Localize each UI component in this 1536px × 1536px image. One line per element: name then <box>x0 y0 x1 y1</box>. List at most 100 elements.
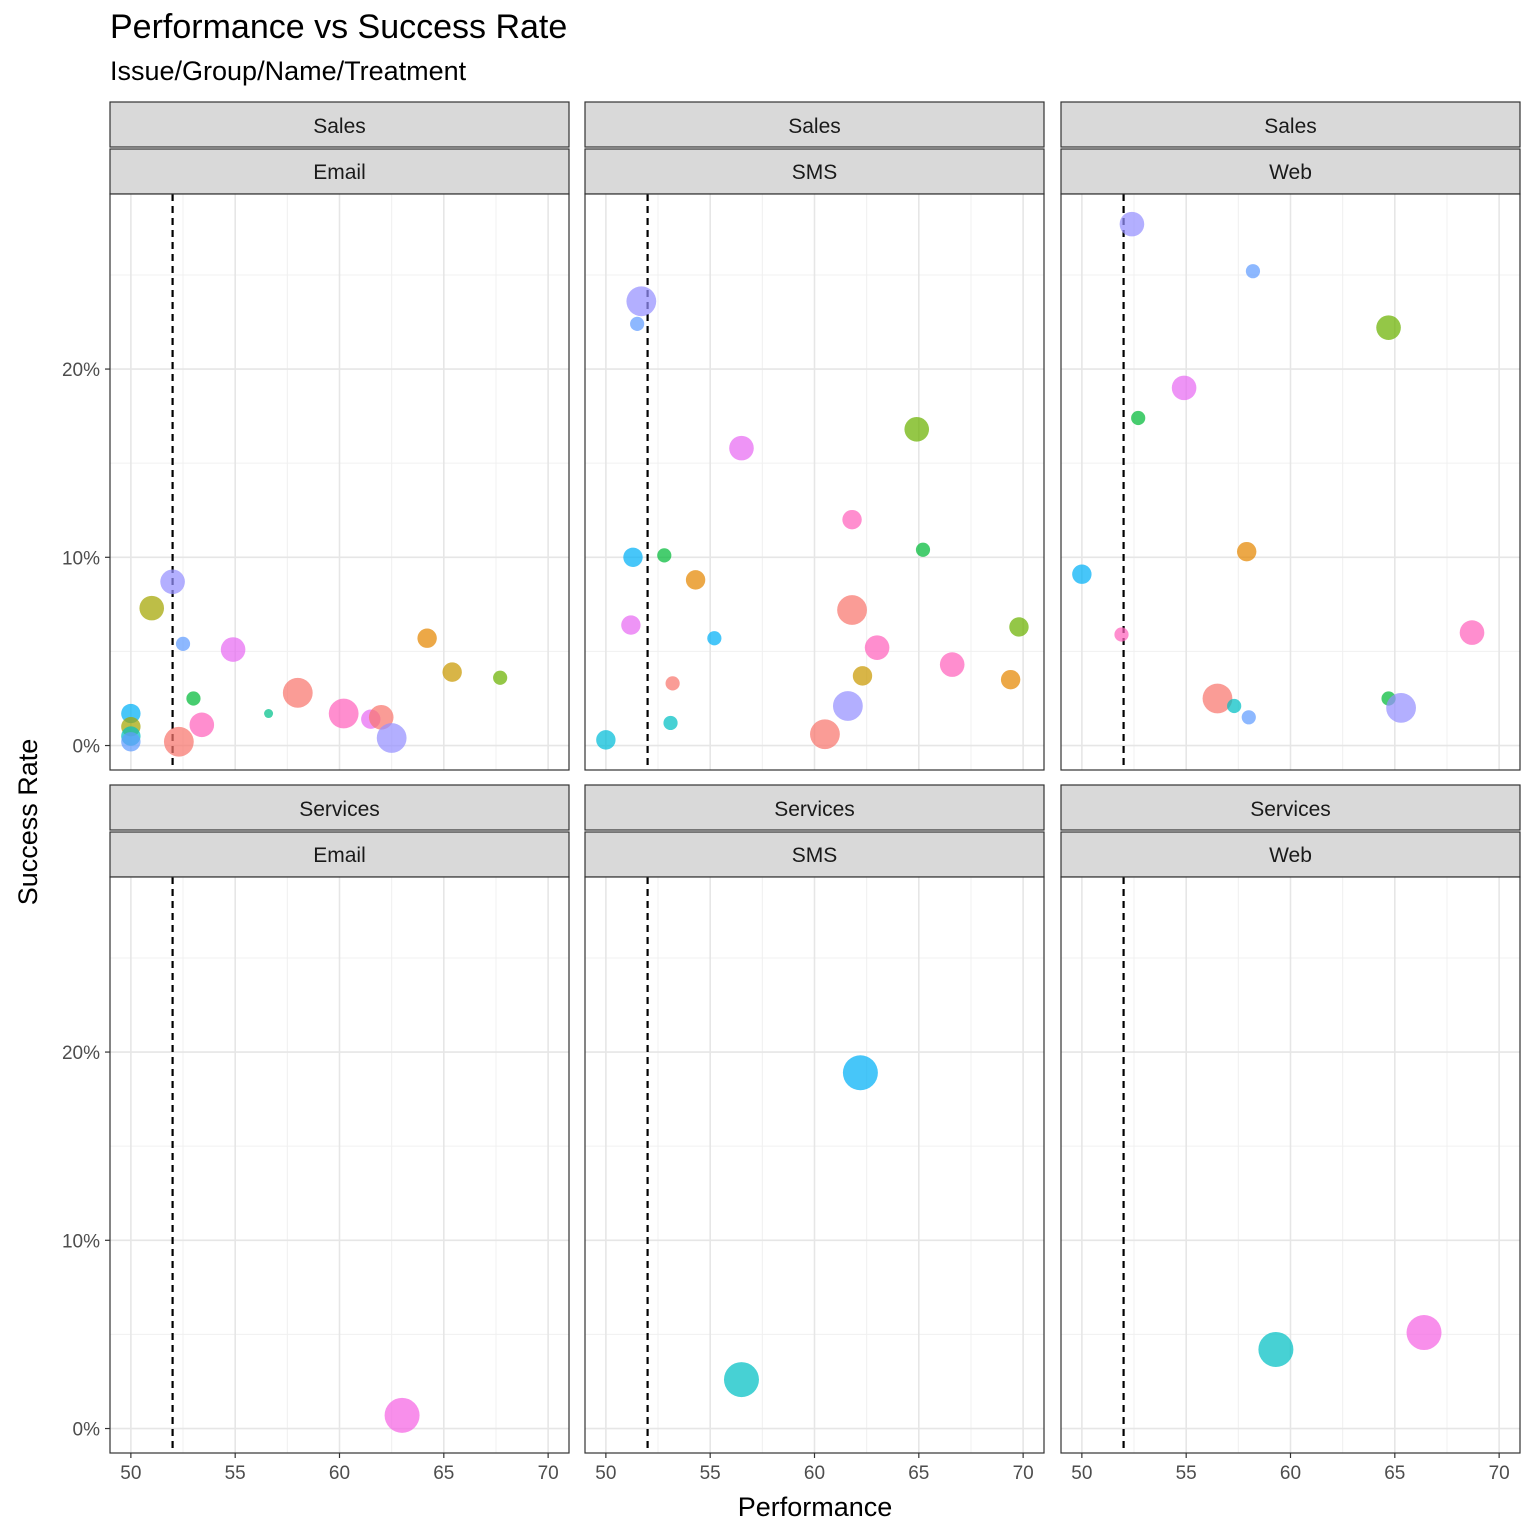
facet-strip-col-label: Web <box>1269 161 1312 184</box>
y-tick-label: 10% <box>62 1231 100 1252</box>
data-point <box>1131 410 1146 426</box>
y-tick-label: 0% <box>73 1420 101 1441</box>
facet-strip-col-label: Web <box>1269 844 1312 867</box>
facet-strip-col <box>1060 148 1521 195</box>
y-tick-label: 20% <box>62 360 100 381</box>
data-point <box>175 636 191 651</box>
data-point <box>729 435 754 461</box>
data-point <box>665 676 680 691</box>
facet-strip-col <box>584 831 1045 878</box>
data-point <box>1258 1331 1294 1367</box>
data-point <box>163 726 194 757</box>
x-tick-label: 50 <box>595 1463 616 1484</box>
x-tick-label: 55 <box>225 1463 246 1484</box>
data-point <box>1245 264 1261 279</box>
facet-strip-row-label: Services <box>299 798 380 821</box>
data-point <box>837 595 867 625</box>
data-point <box>663 715 678 731</box>
y-tick-label: 20% <box>62 1043 100 1064</box>
facet-strip-row-label: Services <box>1250 798 1331 821</box>
x-tick-label: 65 <box>908 1463 929 1484</box>
x-tick-label: 55 <box>1176 1463 1197 1484</box>
y-tick-label: 10% <box>62 548 100 569</box>
facet-strip-col-label: SMS <box>792 844 838 867</box>
data-point <box>939 652 965 677</box>
facet-strip-row <box>109 101 570 148</box>
data-point <box>810 719 840 750</box>
data-point <box>1227 698 1242 714</box>
facet-strip-row <box>584 101 1045 148</box>
data-point <box>623 547 643 567</box>
data-point <box>1119 211 1145 237</box>
data-point <box>264 709 274 719</box>
data-point <box>1386 692 1416 723</box>
facet-strip-row-label: Services <box>774 798 855 821</box>
data-point <box>626 286 657 317</box>
chart-title: Performance vs Success Rate <box>110 8 568 46</box>
data-point <box>596 730 616 750</box>
data-point <box>160 569 185 595</box>
x-tick-label: 60 <box>804 1463 825 1484</box>
facet-strip-row <box>584 784 1045 831</box>
data-point <box>1202 683 1233 714</box>
facet-strip-col <box>109 148 570 195</box>
data-point <box>189 712 215 738</box>
data-point <box>1114 627 1129 642</box>
x-tick-label: 60 <box>1280 1463 1301 1484</box>
data-point <box>1406 1315 1442 1351</box>
data-point <box>1171 375 1197 401</box>
data-point <box>1459 620 1485 645</box>
facet-strip-row-label: Sales <box>1264 115 1317 138</box>
data-point <box>220 637 246 662</box>
data-point <box>685 570 706 590</box>
x-tick-label: 50 <box>1071 1463 1092 1484</box>
data-point <box>842 1055 878 1091</box>
data-point <box>442 662 462 682</box>
y-tick-label: 0% <box>73 737 101 758</box>
data-point <box>282 677 313 708</box>
data-point <box>630 316 645 331</box>
facet-strip-row <box>1060 784 1521 831</box>
x-tick-label: 65 <box>1384 1463 1405 1484</box>
data-point <box>1072 564 1092 584</box>
facet-strip-row-label: Sales <box>788 115 841 138</box>
facet-strip-col <box>109 831 570 878</box>
data-point <box>1376 315 1401 340</box>
data-point <box>842 509 862 530</box>
x-tick-label: 70 <box>538 1463 559 1484</box>
x-tick-label: 55 <box>700 1463 721 1484</box>
data-point <box>832 691 863 721</box>
data-point <box>1236 541 1257 562</box>
data-point <box>1009 617 1029 637</box>
data-point <box>1241 710 1256 725</box>
data-point <box>707 631 722 646</box>
panel-border <box>584 193 1045 771</box>
facet-strip-col <box>584 148 1045 195</box>
data-point <box>384 1397 420 1433</box>
y-axis-title: Success Rate <box>13 739 43 906</box>
panel-border <box>109 193 570 771</box>
data-point <box>376 723 407 753</box>
data-point <box>657 548 672 563</box>
x-tick-label: 70 <box>1013 1463 1034 1484</box>
facet-strip-row-label: Sales <box>313 115 366 138</box>
data-point <box>1000 669 1021 690</box>
data-point <box>368 704 394 730</box>
data-point <box>723 1362 759 1398</box>
data-point <box>493 670 508 685</box>
data-point <box>121 732 141 752</box>
facet-strip-col-label: SMS <box>792 161 838 184</box>
data-point <box>621 615 641 635</box>
x-tick-label: 60 <box>329 1463 350 1484</box>
x-tick-label: 65 <box>433 1463 454 1484</box>
chart-subtitle: Issue/Group/Name/Treatment <box>110 56 467 86</box>
data-point <box>864 635 890 660</box>
data-point <box>139 595 165 621</box>
data-point <box>852 666 873 686</box>
x-tick-label: 50 <box>120 1463 141 1484</box>
facet-strip-row <box>1060 101 1521 148</box>
facet-strip-col-label: Email <box>313 161 366 184</box>
facet-strip-col <box>1060 831 1521 878</box>
data-point <box>417 628 437 648</box>
